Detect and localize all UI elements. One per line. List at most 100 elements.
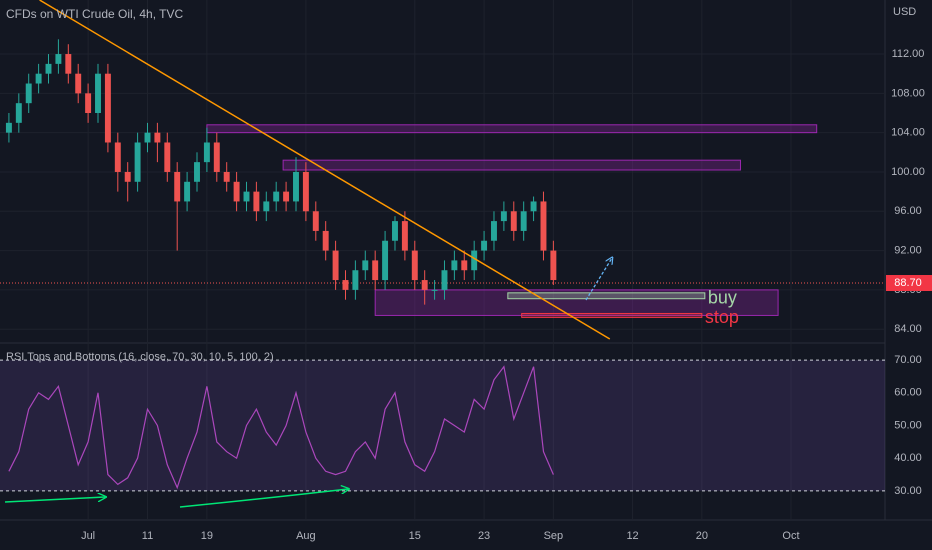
candle-body — [75, 73, 82, 94]
y-tick-label: 100.00 — [891, 166, 925, 178]
candle-body — [233, 181, 240, 202]
candle-body — [461, 260, 468, 271]
zone-label: stop — [705, 307, 739, 327]
y-tick-label: 60.00 — [894, 387, 922, 399]
x-tick-label: 12 — [626, 530, 638, 542]
x-tick-label: 19 — [201, 530, 213, 542]
candle-body — [263, 201, 270, 212]
candle-body — [293, 171, 299, 202]
candle-body — [124, 171, 131, 182]
price-zone — [521, 312, 703, 318]
candle-body — [451, 260, 458, 271]
candle-body — [491, 221, 497, 241]
candle-body — [45, 63, 52, 74]
candle-body — [223, 171, 230, 182]
candle-body — [154, 132, 161, 143]
y-tick-label: 104.00 — [891, 127, 925, 139]
candle-body — [530, 201, 537, 212]
candle-body — [134, 142, 141, 182]
y-tick-label: 70.00 — [894, 354, 922, 366]
candle-body — [144, 132, 151, 143]
candle-body — [372, 260, 379, 281]
candle-body — [25, 83, 32, 104]
candle-body — [362, 260, 369, 271]
candle-body — [421, 280, 428, 290]
divergence-arrow — [179, 489, 348, 508]
y-tick-label: 92.00 — [894, 244, 922, 256]
candle-body — [213, 142, 220, 172]
candle-body — [481, 240, 488, 251]
candle-body — [104, 73, 111, 143]
x-tick-label: 15 — [409, 530, 421, 542]
candle-body — [55, 54, 62, 64]
y-tick-label: 40.00 — [894, 452, 922, 464]
candle-body — [431, 289, 438, 291]
candle-body — [35, 73, 42, 84]
chart-title: CFDs on WTI Crude Oil, 4h, TVC — [6, 7, 183, 21]
currency-label: USD — [893, 6, 916, 18]
candle-body — [471, 250, 478, 271]
candle-body — [243, 191, 250, 202]
x-tick-label: Jul — [81, 530, 95, 542]
candle-body — [164, 142, 171, 172]
zone-label: buy — [708, 288, 737, 308]
y-tick-label: 108.00 — [891, 87, 925, 99]
candle-body — [441, 270, 448, 290]
candle-body — [174, 171, 181, 202]
candle-body — [95, 73, 101, 114]
candle-body — [411, 250, 418, 281]
candle-body — [510, 211, 517, 231]
candle-body — [283, 191, 290, 202]
x-tick-label: Aug — [296, 530, 316, 542]
candle-body — [332, 250, 339, 281]
candle-body — [550, 250, 557, 281]
x-tick-label: 23 — [478, 530, 490, 542]
candle-body — [65, 54, 72, 74]
last-price-tag — [886, 275, 932, 292]
x-tick-label: 11 — [142, 530, 153, 542]
candle-body — [184, 181, 191, 202]
x-tick-label: 20 — [696, 530, 708, 542]
divergence-arrow — [4, 497, 105, 503]
candle-body — [392, 221, 398, 241]
candle-body — [401, 221, 408, 251]
price-zone — [507, 292, 706, 300]
last-price-label: 88.70 — [894, 277, 922, 289]
rsi-pane — [0, 359, 885, 492]
y-tick-label: 84.00 — [894, 323, 922, 335]
y-tick-label: 50.00 — [894, 419, 922, 431]
x-tick-label: Oct — [782, 530, 799, 542]
y-tick-label: 30.00 — [894, 485, 922, 497]
candle-body — [203, 142, 210, 163]
indicator-title: RSI Tops and Bottoms (16, close, 70, 30,… — [6, 351, 274, 363]
candle-body — [312, 211, 319, 231]
candle-body — [5, 122, 12, 133]
candle-body — [194, 162, 200, 182]
candle-body — [85, 93, 92, 114]
candle-body — [273, 191, 280, 202]
price-zone — [374, 289, 779, 316]
candle-body — [322, 230, 329, 251]
projection-arrow — [585, 258, 612, 301]
y-tick-label: 112.00 — [892, 48, 925, 60]
price-zone — [206, 124, 818, 134]
candle-body — [342, 280, 349, 290]
candle-body — [302, 171, 309, 212]
x-tick-label: Sep — [544, 530, 564, 542]
candle-body — [352, 270, 359, 290]
y-tick-label: 96.00 — [894, 205, 922, 217]
candle-body — [520, 211, 527, 231]
candle-body — [253, 191, 260, 212]
candle-body — [15, 103, 22, 123]
candle-body — [540, 201, 547, 251]
price-zone — [282, 159, 741, 171]
trendline — [39, 0, 611, 340]
candle-body — [114, 142, 121, 172]
candle-body — [500, 211, 507, 222]
candle-body — [382, 240, 389, 281]
rsi-line — [8, 365, 554, 490]
